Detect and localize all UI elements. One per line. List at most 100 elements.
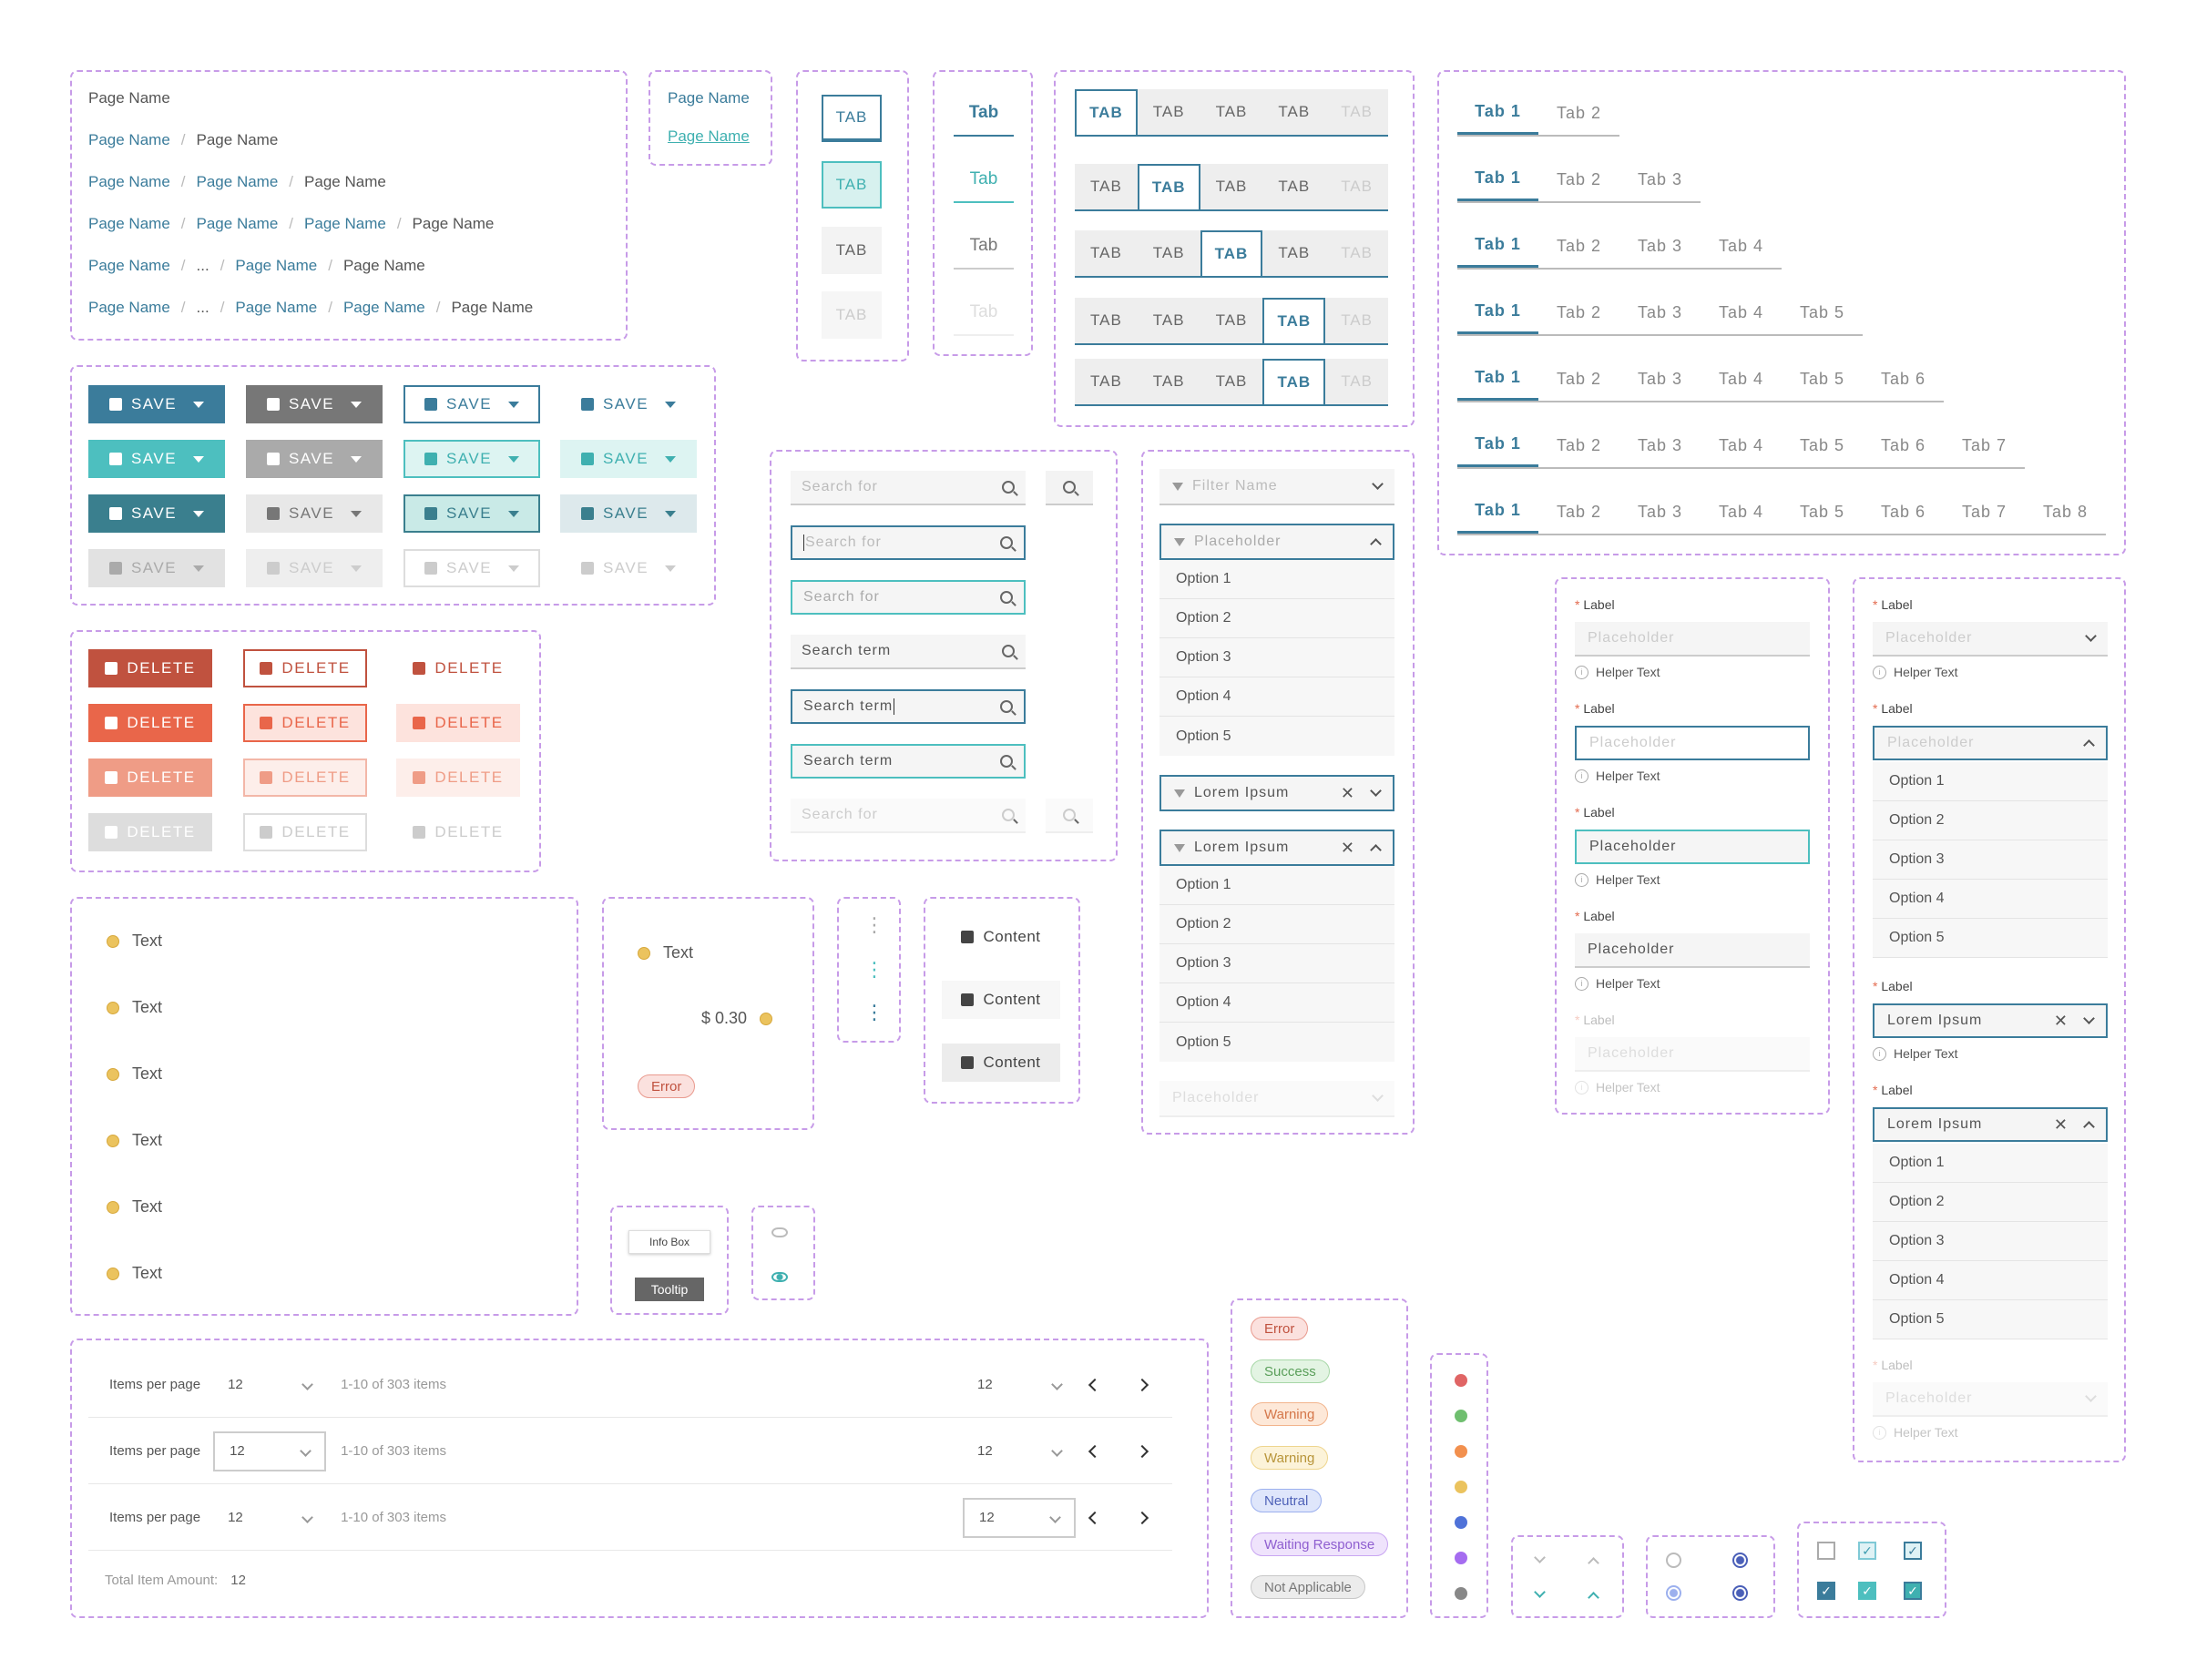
items-per-page-select[interactable]: 12 [213, 1365, 326, 1405]
tab[interactable]: TAB [1262, 230, 1326, 276]
page-select[interactable]: 12 [963, 1365, 1076, 1405]
dropdown-option[interactable]: Option 2 [1873, 801, 2108, 840]
dropdown-option[interactable]: Option 3 [1873, 1222, 2108, 1261]
eye-icon[interactable] [771, 1227, 788, 1237]
breadcrumb-link[interactable]: Page Name [235, 257, 318, 274]
tab-5[interactable]: Tab 5 [1799, 502, 1845, 521]
text-field[interactable]: Placeholder [1575, 622, 1810, 657]
dropdown-option[interactable]: Option 5 [1873, 919, 2108, 958]
tab-5[interactable]: Tab 5 [1799, 435, 1845, 454]
dropdown-option[interactable]: Option 2 [1873, 1183, 2108, 1222]
page-link[interactable]: Page Name [668, 89, 750, 107]
tab[interactable]: TAB [1075, 164, 1138, 209]
dropdown-option[interactable]: Option 5 [1873, 1300, 2108, 1339]
tab-1[interactable]: Tab 1 [1457, 91, 1538, 135]
tab-active[interactable]: TAB [1262, 359, 1326, 404]
tab-7[interactable]: Tab 7 [1961, 502, 2007, 521]
dropdown-option[interactable]: Option 4 [1873, 1261, 2108, 1300]
dropdown-option[interactable]: Option 3 [1159, 944, 1394, 983]
breadcrumb-link[interactable]: Page Name [88, 131, 170, 148]
tab-active[interactable]: TAB [1200, 230, 1263, 276]
tab-5[interactable]: Tab 5 [1799, 302, 1845, 321]
tab-6[interactable]: Tab 6 [1880, 435, 1926, 454]
tab-4[interactable]: Tab 4 [1718, 369, 1764, 388]
search-input-hover[interactable]: Search for [791, 580, 1026, 615]
delete-button[interactable]: DELETE [396, 649, 520, 687]
select-field-filled-open[interactable]: Lorem Ipsum ✕ [1873, 1107, 2108, 1142]
tab-active[interactable]: TAB [822, 95, 882, 142]
tab[interactable]: TAB [1200, 164, 1263, 209]
tab-6[interactable]: Tab 6 [1880, 502, 1926, 521]
eye-icon-active[interactable] [771, 1272, 788, 1282]
dropdown-option[interactable]: Option 1 [1873, 762, 2108, 801]
breadcrumb-ellipsis[interactable]: ... [196, 257, 209, 274]
search-input-typing[interactable]: Search term [791, 689, 1026, 724]
tab-active[interactable]: TAB [1075, 89, 1138, 135]
save-button[interactable]: SAVE [403, 494, 540, 533]
save-button[interactable]: SAVE [560, 494, 697, 533]
tab[interactable]: TAB [1137, 359, 1200, 404]
filter-select-filled-open[interactable]: Lorem Ipsum ✕ [1159, 830, 1394, 866]
text-field[interactable]: Placeholder [1575, 933, 1810, 968]
breadcrumb-link[interactable]: Page Name [342, 299, 425, 316]
kebab-icon[interactable]: ⋮ [864, 913, 884, 936]
tab[interactable]: TAB [1075, 298, 1138, 343]
next-page-icon[interactable] [1135, 1378, 1149, 1391]
tab[interactable]: TAB [1137, 230, 1200, 276]
save-button[interactable]: SAVE [560, 440, 697, 478]
tab-2[interactable]: Tab 2 [1556, 302, 1602, 321]
breadcrumb-link[interactable]: Page Name [235, 299, 318, 316]
tab-5[interactable]: Tab 5 [1799, 369, 1845, 388]
radio-checked[interactable] [1732, 1585, 1748, 1601]
content-button[interactable]: Content [942, 918, 1060, 956]
page-link-hover[interactable]: Page Name [668, 127, 750, 145]
previous-page-icon[interactable] [1088, 1444, 1102, 1458]
tab-7[interactable]: Tab 7 [1961, 435, 2007, 454]
save-button[interactable]: SAVE [88, 494, 225, 533]
tab[interactable]: TAB [1200, 89, 1263, 135]
select-field-filled[interactable]: Lorem Ipsum ✕ [1873, 1003, 2108, 1038]
tab[interactable]: TAB [1262, 164, 1326, 209]
dropdown-option[interactable]: Option 2 [1159, 905, 1394, 944]
previous-page-icon[interactable] [1088, 1378, 1102, 1391]
delete-button[interactable]: DELETE [243, 759, 367, 797]
checkbox-checked[interactable]: ✓ [1817, 1582, 1835, 1600]
page-select[interactable]: 12 [963, 1497, 1076, 1538]
tab-active[interactable]: TAB [1262, 298, 1326, 343]
dropdown-option[interactable]: Option 5 [1159, 717, 1394, 756]
tab-3[interactable]: Tab 3 [1637, 302, 1683, 321]
delete-button[interactable]: DELETE [243, 704, 367, 742]
tab-2[interactable]: Tab 2 [1556, 369, 1602, 388]
tab-1[interactable]: Tab 1 [1457, 490, 1538, 534]
delete-button[interactable]: DELETE [243, 649, 367, 687]
clear-icon[interactable]: ✕ [2053, 1011, 2069, 1030]
dropdown-option[interactable]: Option 4 [1159, 677, 1394, 717]
previous-page-icon[interactable] [1088, 1511, 1102, 1524]
tab-3[interactable]: Tab 3 [1637, 435, 1683, 454]
delete-button[interactable]: DELETE [396, 704, 520, 742]
tab-active[interactable]: Tab [954, 91, 1014, 137]
tab-2[interactable]: Tab 2 [1556, 236, 1602, 255]
tab-hover[interactable]: Tab [954, 158, 1014, 203]
tab[interactable]: TAB [1200, 298, 1263, 343]
tab-1[interactable]: Tab 1 [1457, 290, 1538, 334]
clear-icon[interactable]: ✕ [1340, 783, 1355, 802]
dropdown-option[interactable]: Option 1 [1159, 866, 1394, 905]
dropdown-option[interactable]: Option 4 [1873, 880, 2108, 919]
tab[interactable]: TAB [1137, 89, 1200, 135]
tab-3[interactable]: Tab 3 [1637, 502, 1683, 521]
tab[interactable]: TAB [1137, 298, 1200, 343]
tab-6[interactable]: Tab 6 [1880, 369, 1926, 388]
kebab-icon[interactable]: ⋮ [864, 958, 884, 981]
breadcrumb-link[interactable]: Page Name [304, 215, 386, 232]
tab[interactable]: TAB [1075, 230, 1138, 276]
tab-3[interactable]: Tab 3 [1637, 169, 1683, 188]
tab[interactable]: TAB [1200, 359, 1263, 404]
search-button[interactable] [1046, 471, 1093, 505]
delete-button[interactable]: DELETE [88, 704, 212, 742]
items-per-page-select[interactable]: 12 [213, 1431, 327, 1471]
tab-1[interactable]: Tab 1 [1457, 224, 1538, 268]
search-input-filled[interactable]: Search term [791, 635, 1026, 669]
tab-1[interactable]: Tab 1 [1457, 158, 1538, 201]
tab-1[interactable]: Tab 1 [1457, 423, 1538, 467]
